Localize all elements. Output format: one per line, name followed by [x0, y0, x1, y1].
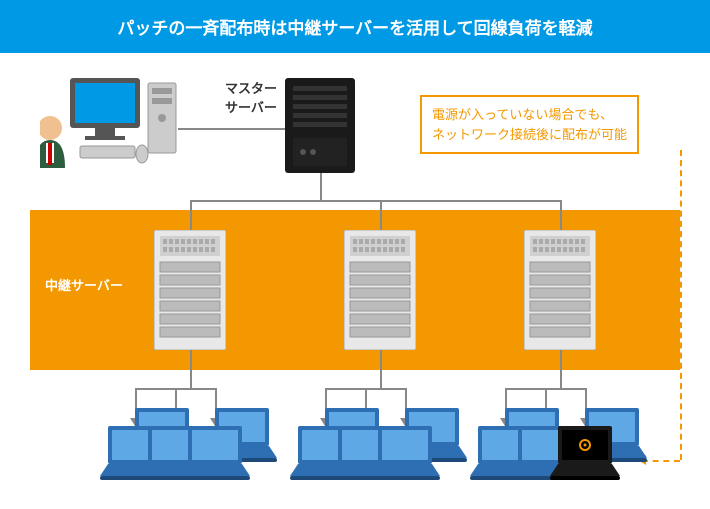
laptop-icon: [180, 426, 250, 480]
admin-pc-icon: [40, 78, 180, 173]
master-label-line2: サーバー: [225, 100, 277, 115]
master-server-icon: [285, 78, 355, 173]
callout-line1: 電源が入っていない場合でも、: [432, 107, 613, 122]
relay-server-icon: [154, 230, 226, 350]
callout-line2: ネットワーク接続後に配布が可能: [432, 127, 627, 142]
laptop-icon: [370, 426, 440, 480]
diagram-canvas: 管理機 マスター サーバー 電源が入っていない場合でも、 ネットワーク接続後に配…: [0, 0, 710, 509]
relay-server-label: 中継サーバー: [45, 275, 123, 294]
callout-box: 電源が入っていない場合でも、 ネットワーク接続後に配布が可能: [420, 95, 639, 154]
master-label-line1: マスター: [225, 81, 277, 96]
relay-server-icon: [344, 230, 416, 350]
laptop-off-icon: [550, 426, 620, 480]
master-server-label: マスター サーバー: [225, 78, 277, 116]
relay-server-icon: [524, 230, 596, 350]
